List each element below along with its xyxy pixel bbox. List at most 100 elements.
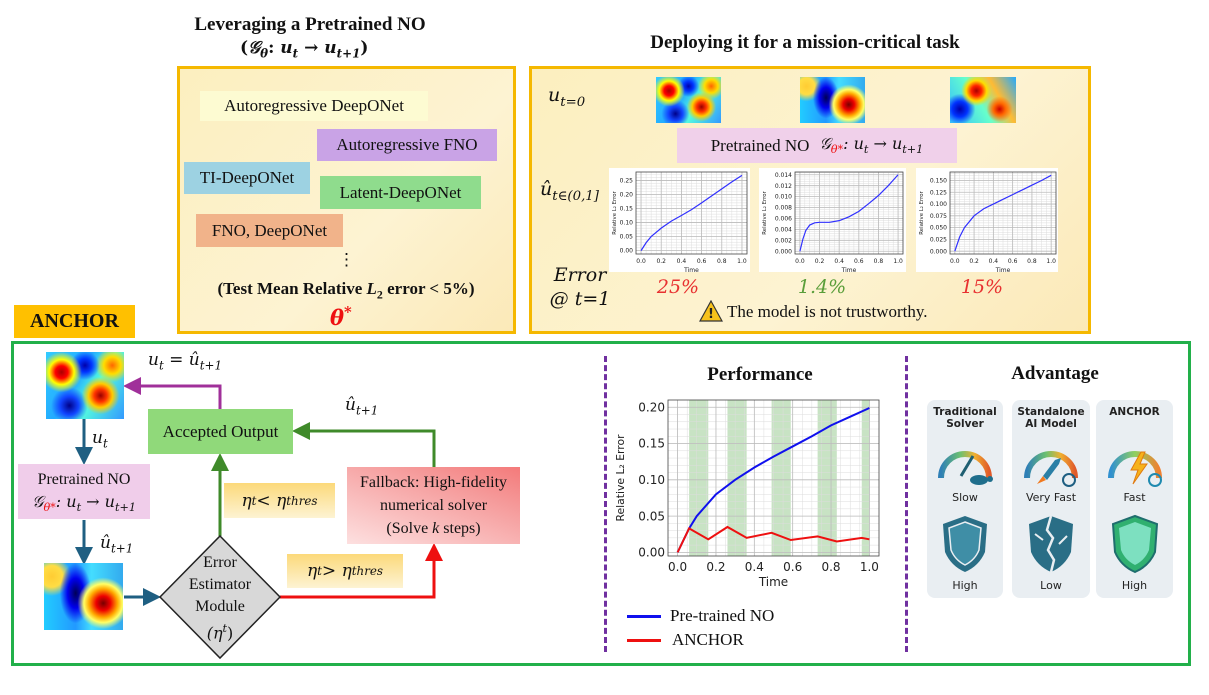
series-line-0	[954, 174, 1052, 252]
divider-2	[905, 356, 908, 652]
y-tick-label: 0.025	[930, 236, 947, 243]
pretrained-no-box-top: Pretrained NO 𝒢θ*: ut → ut+1	[677, 128, 957, 163]
y-tick-label: 0.25	[620, 178, 634, 185]
warning-icon: !	[699, 300, 723, 322]
method-latent-deeponet: Latent-DeepONet	[320, 176, 481, 209]
initial-condition-1	[656, 77, 721, 123]
turtle-icon	[970, 475, 993, 485]
prediction-label: ût+1	[100, 533, 134, 556]
x-tick-label: 0.2	[656, 258, 666, 265]
cracked-shield-icon	[1029, 515, 1073, 573]
warning-text: The model is not trustworthy.	[727, 302, 928, 321]
y-tick-label: 0.100	[930, 201, 947, 208]
series-line-0	[799, 174, 899, 252]
series-line-pre-trained-no	[676, 407, 870, 553]
x-axis-label: Time	[758, 575, 788, 589]
y-tick-label: 0.00	[620, 248, 634, 255]
y-tick-label: 0.10	[620, 220, 634, 227]
x-tick-label: 0.4	[834, 258, 844, 265]
fallback-interval	[817, 400, 837, 556]
x-tick-label: 0.6	[783, 560, 802, 574]
speedometer-icon	[1024, 451, 1078, 487]
x-tick-label: 0.2	[815, 258, 825, 265]
advantage-card: Standalone AI Model Very Fast Low	[1012, 400, 1090, 598]
green-shield-icon	[1111, 514, 1158, 574]
x-axis-label: Time	[841, 267, 857, 272]
performance-title: Performance	[707, 364, 813, 385]
fallback-output-label: ût+1	[345, 395, 379, 418]
pretrained-no-box: Pretrained NO 𝒢θ*: ut → ut+1	[18, 464, 150, 519]
x-tick-label: 1.0	[860, 560, 879, 574]
series-line-0	[640, 174, 743, 251]
speed-label: Very Fast	[1025, 491, 1077, 504]
uhat-label: ût∈(0,1]	[540, 178, 599, 204]
y-axis-label: Relative L₂ Error	[762, 190, 768, 234]
left-title: Leveraging a Pretrained NO	[194, 14, 426, 35]
y-tick-label: 0.000	[930, 248, 947, 255]
y-tick-label: 0.20	[620, 192, 634, 199]
fallback-interval	[689, 400, 709, 556]
y-tick-label: 0.002	[775, 237, 792, 244]
error-chart-2: 0.0 0.2 0.4 0.6 0.8 1.0 0.000 0.002 0.004 0.006 0.…	[759, 168, 906, 272]
reliability-label: High	[1121, 579, 1148, 592]
x-tick-label: 1.0	[737, 258, 747, 265]
current-state-field	[46, 352, 124, 419]
reliability-label: Low	[1040, 579, 1062, 592]
arrow-fallback-to-accepted	[292, 422, 436, 467]
error-label: Error @ t=1	[549, 264, 611, 310]
y-tick-label: 0.125	[930, 189, 947, 196]
method-ti-deeponet: TI-DeepONet	[184, 162, 310, 194]
error-value-3: 15%	[960, 276, 1004, 298]
x-tick-label: 0.4	[677, 258, 687, 265]
legend-label-pretrained: Pre-trained NO	[670, 606, 775, 625]
plot-frame	[949, 171, 1057, 255]
x-tick-label: 0.8	[874, 258, 884, 265]
y-tick-label: 0.004	[775, 227, 792, 234]
anchor-framework-panel	[11, 341, 1191, 666]
speed-label: Slow	[952, 491, 978, 504]
theta-star: θ*	[330, 304, 352, 330]
x-tick-label: 0.6	[854, 258, 864, 265]
predicted-field	[44, 563, 123, 630]
fallback-interval	[771, 400, 791, 556]
y-axis-label: Relative L₂ Error	[614, 434, 627, 522]
card-title: Standalone AI Model	[1017, 406, 1085, 430]
y-tick-label: 0.075	[930, 213, 947, 220]
y-tick-label: 0.010	[775, 194, 792, 201]
plot-frame	[635, 171, 748, 255]
x-axis-label: Time	[995, 267, 1011, 272]
card-title: ANCHOR	[1109, 406, 1160, 418]
x-tick-label: 0.8	[1027, 258, 1037, 265]
arrow-estimator-to-fallback	[280, 543, 443, 599]
fallback-solver-box: Fallback: High-fidelity numerical solver(…	[347, 467, 520, 544]
x-tick-label: 0.0	[636, 258, 646, 265]
x-tick-label: 0.4	[745, 560, 764, 574]
error-estimator-label: Error Estimator Module (ηt)	[188, 554, 252, 643]
performance-chart: 0.0 0.2 0.4 0.6 0.8 1.0 0.00 0.05 0.10 0.15 0.20 Ti…	[614, 399, 880, 589]
accepted-output-box: Accepted Output	[148, 409, 293, 454]
y-tick-label: 0.05	[638, 509, 665, 523]
y-tick-label: 0.008	[775, 205, 792, 212]
speedometer-icon	[938, 451, 993, 485]
method-autoregressive-deeponet: Autoregressive DeepONet	[200, 91, 428, 121]
ellipsis: ⋮	[338, 250, 355, 270]
initial-condition-3	[950, 77, 1016, 123]
x-tick-label: 1.0	[893, 258, 903, 265]
y-tick-label: 0.05	[620, 234, 634, 241]
y-axis-label: Relative L₂ Error	[612, 190, 618, 234]
x-tick-label: 0.0	[950, 258, 960, 265]
ut-label: ut	[92, 428, 108, 451]
x-tick-label: 0.2	[706, 560, 725, 574]
error-chart-3: 0.0 0.2 0.4 0.6 0.8 1.0 0.000 0.025 0.050 0.075 0.…	[916, 168, 1058, 272]
divider-1	[604, 356, 607, 652]
advantage-card: ANCHOR Fast High	[1096, 400, 1173, 598]
x-tick-label: 0.6	[1008, 258, 1018, 265]
rocket-icon	[1037, 458, 1076, 487]
x-tick-label: 0.0	[668, 560, 687, 574]
y-tick-label: 0.20	[638, 400, 665, 414]
y-tick-label: 0.006	[775, 216, 792, 223]
error-chart-1: 0.0 0.2 0.4 0.6 0.8 1.0 0.00 0.05 0.10 0.15 0.20 0.…	[609, 168, 750, 272]
x-tick-label: 1.0	[1046, 258, 1056, 265]
advantage-card: Traditional Solver Slow High	[927, 400, 1003, 598]
